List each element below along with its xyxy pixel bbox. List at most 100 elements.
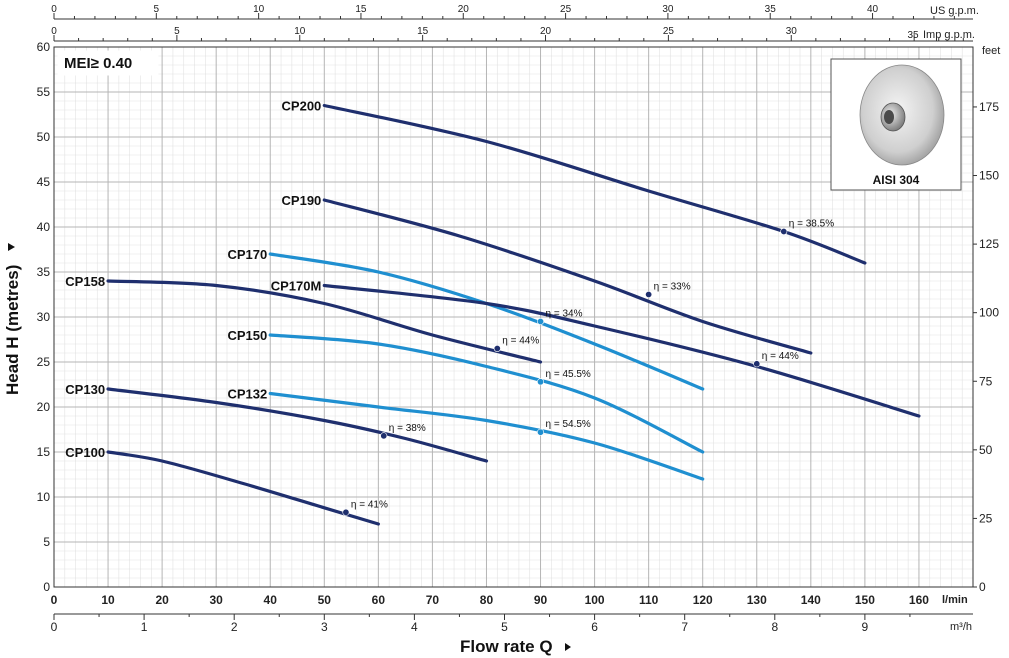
x-tick-label: 90 bbox=[534, 593, 548, 607]
x-tick-label: 20 bbox=[155, 593, 169, 607]
y-tick-label: 0 bbox=[43, 580, 50, 594]
feet-tick-label: 75 bbox=[979, 374, 993, 388]
curve-label-cp190: CP190 bbox=[282, 193, 322, 208]
feet-tick-label: 0 bbox=[979, 580, 986, 594]
major-grid bbox=[53, 46, 974, 588]
y-tick-label: 60 bbox=[37, 40, 51, 54]
y-tick-label: 45 bbox=[37, 175, 51, 189]
x-tick-label: 160 bbox=[909, 593, 929, 607]
curve-cp100 bbox=[106, 450, 380, 526]
us-gpm-tick-label: 15 bbox=[355, 4, 367, 15]
m3h-tick-label: 8 bbox=[771, 620, 778, 634]
inset-label: AISI 304 bbox=[873, 173, 920, 187]
x-tick-label: 30 bbox=[209, 593, 223, 607]
curve-cp158 bbox=[106, 279, 543, 364]
plot-frame bbox=[53, 46, 974, 588]
x-tick-label: 150 bbox=[855, 593, 875, 607]
y-tick-label: 40 bbox=[37, 220, 51, 234]
us-gpm-tick-label: 30 bbox=[662, 4, 674, 15]
x-axis-title: Flow rate Q bbox=[460, 637, 553, 656]
feet-tick-label: 125 bbox=[979, 237, 999, 251]
eta-point bbox=[342, 508, 350, 516]
m3h-tick-label: 2 bbox=[231, 620, 238, 634]
impeller-bore-icon bbox=[884, 110, 894, 124]
m3h-tick-label: 3 bbox=[321, 620, 328, 634]
feet-tick-label: 100 bbox=[979, 306, 999, 320]
curve-label-cp200: CP200 bbox=[282, 99, 322, 114]
imp-gpm-axis: 0 5 10 15 20 25 30 35 bbox=[51, 26, 973, 42]
imp-gpm-tick-label: 15 bbox=[417, 26, 429, 37]
y-tick-label: 10 bbox=[37, 490, 51, 504]
curve-label-cp130: CP130 bbox=[65, 382, 105, 397]
eta-label: η = 54.5% bbox=[546, 419, 591, 430]
lmin-unit: l/min bbox=[942, 594, 968, 606]
feet-tick-label: 50 bbox=[979, 443, 993, 457]
m3h-tick-label: 4 bbox=[411, 620, 418, 634]
curve-label-cp150: CP150 bbox=[227, 328, 267, 343]
us-gpm-tick-label: 25 bbox=[560, 4, 572, 15]
y-tick-label: 30 bbox=[37, 310, 51, 324]
m3h-unit: m³/h bbox=[950, 621, 972, 633]
y-tick-label: 15 bbox=[37, 445, 51, 459]
eta-label: η = 38% bbox=[389, 423, 426, 434]
mei-badge: MEI≥ 0.40 bbox=[64, 55, 132, 72]
curve-cp200 bbox=[322, 103, 867, 265]
mei-badge-bg bbox=[57, 50, 159, 76]
x-tick-label: 70 bbox=[426, 593, 440, 607]
feet-unit: feet bbox=[982, 45, 1000, 57]
m3h-tick-label: 7 bbox=[681, 620, 688, 634]
x-tick-label: 40 bbox=[264, 593, 278, 607]
x-tick-label: 140 bbox=[801, 593, 821, 607]
x-tick-label: 120 bbox=[693, 593, 713, 607]
eta-point bbox=[780, 228, 788, 236]
curve-cp150 bbox=[268, 333, 705, 454]
us-gpm-tick-label: 20 bbox=[458, 4, 470, 15]
x-tick-label: 50 bbox=[318, 593, 332, 607]
x-tick-label: 130 bbox=[747, 593, 767, 607]
imp-gpm-tick-label: 25 bbox=[663, 26, 675, 37]
eta-point bbox=[380, 432, 388, 440]
y-tick-label: 35 bbox=[37, 265, 51, 279]
imp-gpm-tick-label: 10 bbox=[294, 26, 306, 37]
x-tick-label: 100 bbox=[585, 593, 605, 607]
x-axis-arrow-icon bbox=[565, 643, 571, 651]
eta-label: η = 33% bbox=[654, 282, 691, 293]
y-axis-arrow-icon bbox=[8, 243, 15, 251]
feet-tick-label: 25 bbox=[979, 511, 993, 525]
efficiency-markers: η = 38.5% η = 33% η = 34% η = 44% η = 44% η =… bbox=[342, 219, 834, 516]
feet-tick-label: 150 bbox=[979, 169, 999, 183]
head-metres-ticks: 0 5 10 15 20 25 30 35 40 45 50 55 60 bbox=[37, 40, 51, 594]
x-tick-label: 80 bbox=[480, 593, 494, 607]
eta-point bbox=[753, 360, 761, 368]
x-tick-label: 10 bbox=[101, 593, 115, 607]
curve-cp130 bbox=[106, 387, 489, 463]
eta-label: η = 38.5% bbox=[789, 219, 834, 230]
feet-tick-label: 175 bbox=[979, 100, 999, 114]
m3h-tick-label: 1 bbox=[141, 620, 148, 634]
curve-label-cp170: CP170 bbox=[227, 247, 267, 262]
eta-label: η = 44% bbox=[762, 351, 799, 362]
flow-lmin-ticks: 0 10 20 30 40 50 60 70 80 90 100 110 120 130 140 150 160 bbox=[51, 593, 930, 607]
eta-point bbox=[493, 344, 501, 352]
y-tick-label: 5 bbox=[43, 535, 50, 549]
us-gpm-axis: 0 5 10 15 20 25 30 35 40 bbox=[51, 4, 973, 20]
imp-gpm-unit: Imp g.p.m. bbox=[923, 29, 975, 41]
curve-cp132 bbox=[268, 391, 705, 481]
m3h-tick-label: 6 bbox=[591, 620, 598, 634]
us-gpm-unit: US g.p.m. bbox=[930, 5, 979, 17]
y-tick-label: 25 bbox=[37, 355, 51, 369]
eta-label: η = 34% bbox=[546, 309, 583, 320]
pump-curves: CP200 CP190 CP170 CP170M CP158 CP150 CP132 CP13… bbox=[65, 99, 921, 526]
product-inset: AISI 304 bbox=[830, 58, 962, 191]
imp-gpm-tick-label: 30 bbox=[786, 26, 798, 37]
us-gpm-tick-label: 5 bbox=[154, 4, 160, 15]
us-gpm-tick-label: 0 bbox=[51, 4, 57, 15]
eta-point bbox=[537, 317, 545, 325]
imp-gpm-tick-label: 35 bbox=[907, 30, 919, 41]
eta-point bbox=[645, 290, 653, 298]
eta-point bbox=[537, 378, 545, 386]
curve-cp190 bbox=[322, 198, 813, 355]
us-gpm-tick-label: 10 bbox=[253, 4, 265, 15]
flow-m3h-axis: 0 1 2 3 4 5 6 7 8 9 bbox=[51, 613, 973, 634]
